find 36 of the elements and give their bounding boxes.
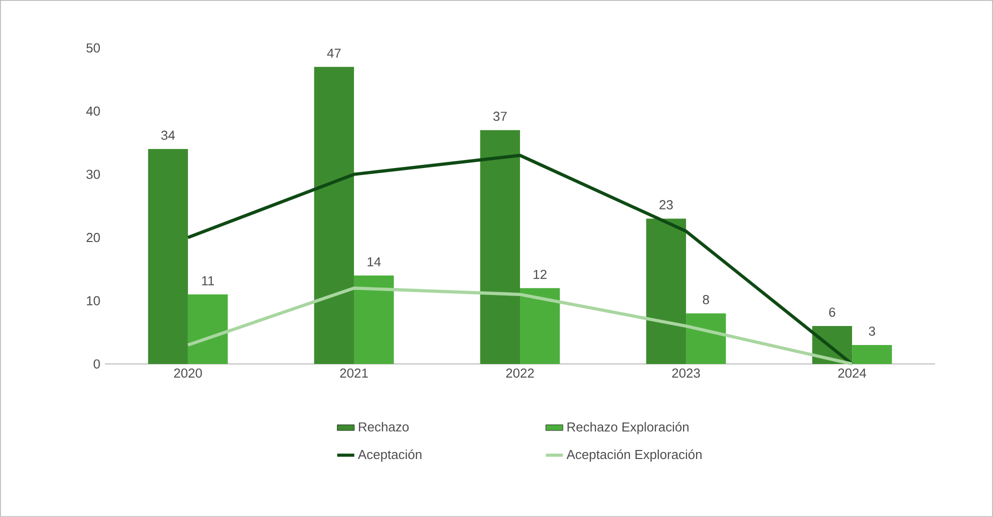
bar: [852, 345, 892, 364]
data-label: 6: [829, 308, 836, 317]
bar: [354, 276, 394, 364]
data-label: 14: [368, 257, 381, 266]
y-tick-label: 50: [86, 43, 100, 53]
y-tick-label: 0: [94, 359, 100, 369]
bar: [314, 66, 354, 364]
bar: [646, 218, 686, 364]
bar: [188, 294, 228, 364]
data-label: 3: [868, 326, 876, 336]
line-series: [186, 154, 854, 366]
line-series: [186, 286, 854, 366]
legend-label: Rechazo Exploración: [568, 422, 689, 434]
bar: [148, 149, 188, 364]
data-label: 23: [660, 200, 673, 210]
y-tick-label: 10: [86, 296, 100, 306]
bar: [686, 313, 726, 364]
x-tick-label: 2024: [838, 368, 866, 378]
x-tick-label: 2021: [340, 368, 368, 378]
legend-label: Aceptación Exploración: [566, 449, 702, 462]
data-label: 8: [702, 295, 710, 304]
x-tick-label: 2023: [672, 368, 700, 378]
legend-label: Aceptación: [358, 449, 422, 462]
data-label: 37: [493, 112, 507, 121]
data-label: 12: [534, 270, 546, 279]
bar: [520, 288, 560, 364]
legend-label: Rechazo: [358, 422, 409, 432]
data-label: 34: [161, 130, 175, 140]
y-tick-label: 30: [86, 170, 100, 179]
y-tick-label: 20: [86, 232, 100, 242]
x-tick-label: 2020: [174, 368, 202, 378]
y-tick-label: 40: [86, 106, 100, 116]
bar: [480, 130, 520, 364]
data-label: 11: [202, 276, 214, 286]
x-tick-label: 2022: [506, 368, 534, 378]
data-label: 47: [327, 48, 341, 58]
